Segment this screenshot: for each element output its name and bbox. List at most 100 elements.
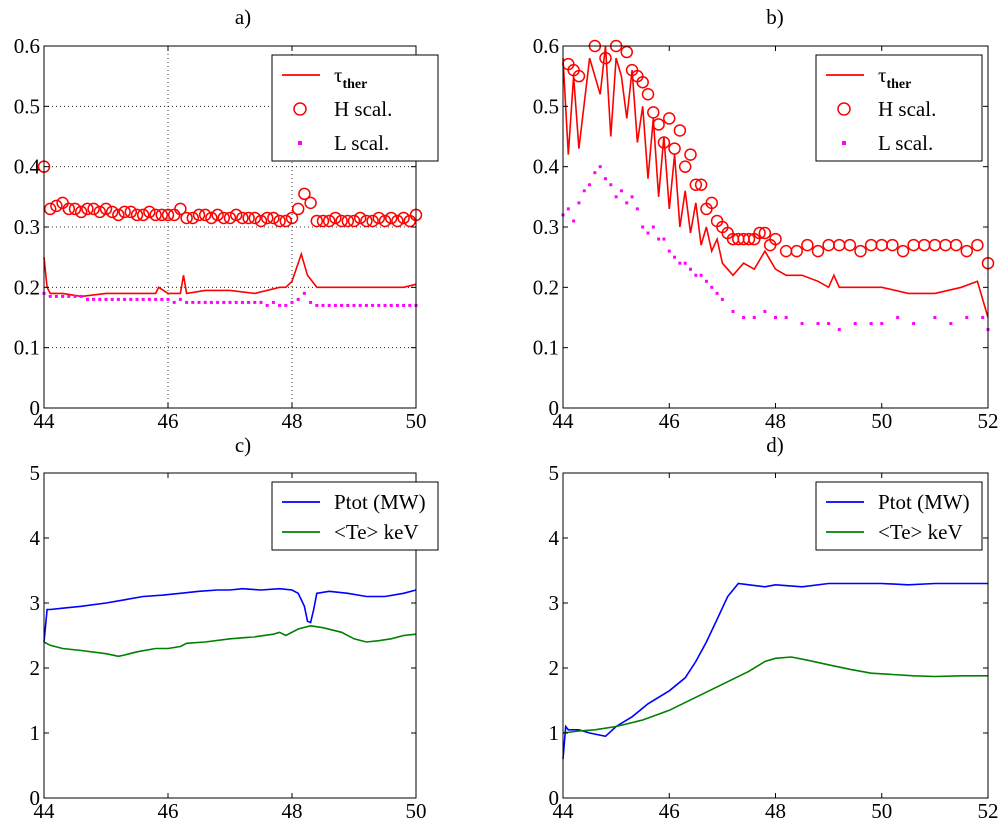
data-point-l-scal bbox=[222, 300, 226, 304]
data-point-l-scal bbox=[290, 300, 294, 304]
data-point-h-scal bbox=[223, 211, 237, 225]
legend-swatch-h-scal bbox=[837, 102, 851, 116]
series-line-te-kev bbox=[562, 656, 988, 734]
x-tick-label: 44 bbox=[553, 799, 575, 819]
data-point-h-scal bbox=[758, 226, 772, 240]
data-point-h-scal bbox=[43, 202, 57, 216]
data-point-l-scal bbox=[129, 297, 133, 301]
data-point-l-scal bbox=[566, 207, 570, 211]
data-point-l-scal bbox=[853, 322, 857, 326]
data-point-l-scal bbox=[54, 294, 58, 298]
data-point-l-scal bbox=[774, 316, 777, 319]
data-point-l-scal bbox=[752, 316, 756, 319]
data-point-l-scal bbox=[178, 297, 182, 301]
data-point-l-scal bbox=[265, 303, 269, 307]
legend-label-l-scal: L scal. bbox=[878, 131, 933, 155]
data-point-l-scal bbox=[641, 225, 645, 229]
data-point-h-scal bbox=[180, 211, 193, 225]
data-point-h-scal bbox=[335, 214, 348, 228]
data-point-l-scal bbox=[160, 297, 164, 301]
x-tick-label: 44 bbox=[553, 409, 575, 433]
panel-title: a) bbox=[235, 5, 251, 29]
data-point-h-scal bbox=[875, 238, 888, 252]
data-point-l-scal bbox=[800, 322, 804, 326]
data-point-h-scal bbox=[310, 214, 324, 228]
data-point-h-scal bbox=[56, 196, 69, 210]
data-point-l-scal bbox=[704, 279, 708, 283]
data-point-h-scal bbox=[291, 202, 305, 216]
data-point-l-scal bbox=[154, 297, 158, 301]
x-tick-label: 48 bbox=[282, 409, 303, 433]
data-point-l-scal bbox=[340, 303, 344, 307]
data-point-h-scal bbox=[322, 214, 336, 228]
data-point-l-scal bbox=[104, 297, 108, 301]
y-tick-label: 0.3 bbox=[533, 215, 559, 239]
data-point-h-scal bbox=[304, 196, 317, 210]
data-point-h-scal bbox=[260, 211, 274, 225]
y-tick-label: 0.2 bbox=[14, 275, 40, 299]
data-point-h-scal bbox=[918, 238, 931, 252]
data-point-l-scal bbox=[228, 300, 232, 304]
data-point-l-scal bbox=[667, 249, 671, 253]
data-point-l-scal bbox=[678, 261, 682, 265]
y-tick-label: 0.6 bbox=[14, 34, 40, 58]
data-point-h-scal bbox=[242, 211, 255, 225]
data-point-l-scal bbox=[619, 189, 623, 193]
y-tick-label: 4 bbox=[549, 526, 560, 550]
data-point-h-scal bbox=[753, 226, 766, 240]
data-point-h-scal bbox=[130, 208, 144, 222]
data-point-h-scal bbox=[205, 211, 218, 225]
data-point-l-scal bbox=[635, 207, 639, 211]
data-point-l-scal bbox=[588, 183, 592, 187]
series-group bbox=[561, 39, 995, 332]
data-point-h-scal bbox=[599, 51, 612, 65]
panel-title: b) bbox=[766, 5, 784, 29]
data-point-l-scal bbox=[98, 297, 102, 301]
data-point-l-scal bbox=[185, 300, 189, 304]
data-point-l-scal bbox=[646, 231, 650, 235]
data-point-l-scal bbox=[61, 294, 65, 298]
data-point-h-scal bbox=[254, 214, 268, 228]
data-point-h-scal bbox=[372, 211, 386, 225]
data-point-h-scal bbox=[50, 199, 63, 213]
data-point-l-scal bbox=[383, 303, 387, 307]
data-point-l-scal bbox=[116, 297, 120, 301]
data-point-l-scal bbox=[253, 300, 257, 304]
data-point-l-scal bbox=[67, 294, 71, 298]
data-point-l-scal bbox=[731, 309, 735, 313]
data-point-h-scal bbox=[229, 208, 243, 222]
data-point-h-scal bbox=[886, 238, 899, 252]
data-point-h-scal bbox=[572, 69, 586, 83]
data-point-h-scal bbox=[769, 232, 782, 246]
data-point-h-scal bbox=[928, 238, 942, 252]
data-point-l-scal bbox=[203, 300, 207, 304]
data-point-l-scal bbox=[309, 300, 313, 304]
data-point-h-scal bbox=[360, 214, 373, 228]
data-point-h-scal bbox=[93, 205, 107, 219]
data-point-l-scal bbox=[689, 267, 692, 271]
data-point-h-scal bbox=[668, 142, 681, 155]
data-point-h-scal bbox=[136, 208, 150, 222]
data-point-l-scal bbox=[614, 195, 618, 199]
legend-box bbox=[815, 481, 983, 551]
data-point-l-scal bbox=[166, 297, 170, 301]
data-point-l-scal bbox=[673, 255, 677, 259]
x-tick-label: 52 bbox=[978, 799, 999, 819]
panel-c: c) 44 46 48 50 0 1 2 3 4 5 Ptot (MW) <Te> keV bbox=[30, 433, 439, 819]
x-tick-label: 44 bbox=[34, 799, 56, 819]
data-point-l-scal bbox=[408, 303, 412, 307]
x-tick-label: 46 bbox=[659, 799, 680, 819]
data-point-l-scal bbox=[763, 309, 767, 313]
data-point-l-scal bbox=[123, 297, 127, 301]
data-point-l-scal bbox=[827, 322, 831, 326]
legend: Ptot (MW) <Te> keV bbox=[815, 481, 983, 551]
data-point-l-scal bbox=[278, 303, 282, 307]
data-point-l-scal bbox=[981, 316, 985, 319]
y-tick-label: 0.4 bbox=[14, 155, 41, 179]
x-tick-label: 48 bbox=[282, 799, 303, 819]
legend-label-h-scal: H scal. bbox=[878, 97, 936, 121]
data-point-l-scal bbox=[209, 300, 213, 304]
data-point-h-scal bbox=[186, 211, 200, 225]
